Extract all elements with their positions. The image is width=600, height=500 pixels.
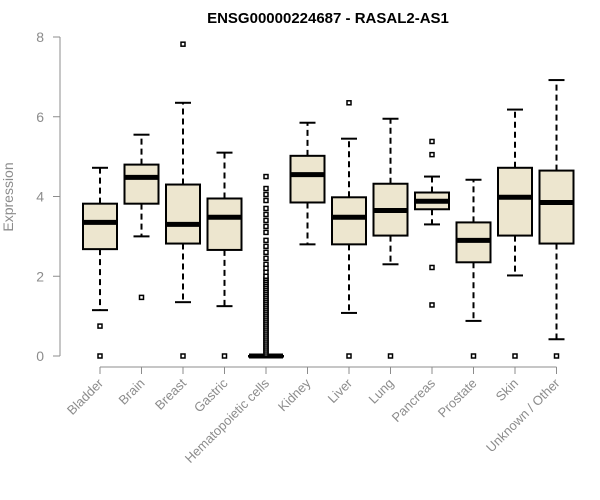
box-iqr	[289, 154, 326, 204]
x-tick-label: Kidney	[275, 375, 314, 414]
outlier-point	[97, 323, 103, 329]
box-group	[123, 133, 160, 301]
box-group	[538, 79, 575, 359]
y-tick-label: 2	[36, 268, 44, 284]
outlier-point	[263, 229, 269, 236]
outlier-point	[263, 223, 269, 230]
outlier-point	[263, 261, 269, 268]
x-tick-label: Breast	[152, 375, 189, 412]
outlier-point	[429, 151, 435, 158]
outlier-point	[263, 185, 269, 192]
x-tick-label: Pancreas	[389, 375, 439, 425]
outlier-point	[387, 353, 394, 359]
box-group	[82, 166, 118, 359]
box-group	[331, 100, 367, 359]
outlier-point	[263, 173, 269, 180]
outlier-point	[470, 353, 477, 359]
box-group	[372, 117, 409, 359]
box-iqr	[206, 197, 243, 251]
outlier-point	[429, 138, 435, 145]
x-tick-label: Prostate	[435, 376, 480, 421]
outlier-point	[263, 237, 269, 244]
x-tick-label: Brain	[116, 376, 148, 408]
box-group	[165, 41, 201, 359]
outlier-point	[263, 243, 269, 250]
y-axis-label: Expression	[0, 162, 16, 231]
outlier-point	[263, 211, 269, 218]
box-group	[289, 121, 326, 246]
outlier-point	[346, 100, 352, 106]
y-tick-label: 4	[36, 189, 44, 205]
y-tick-label: 6	[36, 109, 44, 125]
y-tick-label: 0	[36, 348, 44, 364]
box-group	[455, 178, 492, 359]
y-axis: 0 2 4 6 8	[36, 29, 61, 364]
box-group	[248, 173, 284, 359]
outlier-point	[180, 353, 186, 359]
box-iqr	[331, 196, 367, 246]
outlier-point	[138, 294, 145, 301]
box-iqr	[165, 183, 201, 245]
outlier-point	[346, 353, 352, 359]
outlier-point	[553, 353, 560, 359]
outlier-point	[97, 353, 103, 359]
box-group	[206, 151, 243, 359]
box-group	[497, 108, 533, 359]
x-tick-label: Bladder	[64, 375, 107, 418]
outlier-point	[263, 255, 269, 262]
x-tick-label: Gastric	[191, 375, 231, 415]
box-group	[414, 138, 450, 308]
x-tick-label: Unknown / Other	[483, 375, 563, 455]
x-tick-label: Lung	[366, 376, 397, 407]
outlier-point	[221, 353, 228, 359]
outlier-point	[180, 41, 186, 47]
boxes	[82, 41, 575, 359]
chart-title: ENSG00000224687 - RASAL2-AS1	[207, 10, 449, 27]
outlier-point	[263, 217, 269, 224]
y-tick-label: 8	[36, 29, 44, 45]
outlier-point	[263, 205, 269, 212]
outlier-point	[263, 197, 269, 204]
outlier-point	[263, 249, 269, 256]
box-iqr	[123, 163, 160, 205]
x-tick-label: Skin	[493, 376, 521, 404]
box-iqr	[82, 202, 118, 251]
box-iqr	[538, 169, 575, 245]
outlier-point	[429, 302, 435, 308]
outlier-point	[512, 353, 518, 359]
x-tick-label: Liver	[325, 375, 356, 406]
outlier-point	[429, 264, 435, 271]
outlier-point	[263, 191, 269, 198]
box-iqr	[497, 166, 533, 237]
